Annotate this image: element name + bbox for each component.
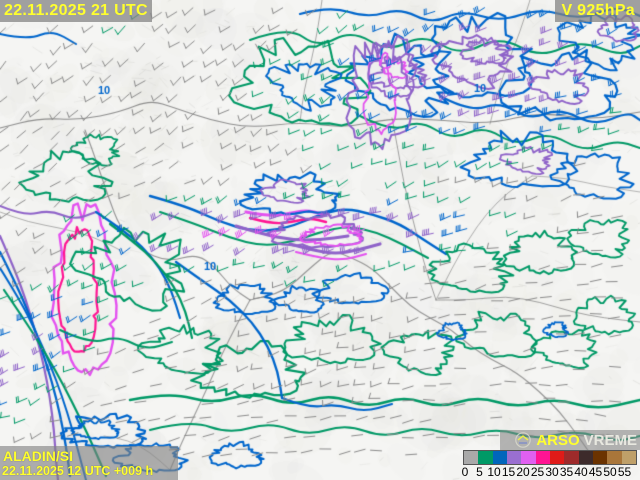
valid-time-label: 22.11.2025 21 UTC [4,2,148,19]
colorbar-band-0 [464,451,479,464]
colorbar-band-25 [535,451,550,464]
brand-name-secondary: VREME [583,431,637,449]
colorbar-tick-20: 20 [516,465,530,479]
colorbar-band-35 [564,451,579,464]
wind-speed-colorbar: 0 5 10 15 20 25 30 35 40 45 50 55 [461,450,640,480]
colorbar-band-55 [621,451,636,464]
colorbar-band-20 [521,451,536,464]
colorbar-tick-30: 30 [545,465,559,479]
model-name-label: ALADIN/SI [3,448,73,464]
colorbar-band-50 [607,451,622,464]
colorbar-tick-0: 0 [461,465,469,479]
colorbar-band-5 [478,451,493,464]
field-label-banner: V 925hPa [555,0,640,22]
colorbar-swatches [463,450,637,465]
colorbar-tick-50: 50 [603,465,617,479]
colorbar-tick-55: 55 [617,465,632,479]
model-info-panel [0,446,178,480]
colorbar-tick-40: 40 [574,465,588,479]
colorbar-band-30 [549,451,565,464]
brand-bar: ARSO VREME [500,430,640,450]
model-run-label: 22.11.2025 12 UTC +009 h [2,463,154,478]
brand-name-primary: ARSO [536,431,580,449]
field-label: V 925hPa [561,2,635,19]
colorbar-tick-labels: 0 5 10 15 20 25 30 35 40 45 50 55 [461,465,640,480]
colorbar-band-10 [492,451,507,464]
colorbar-tick-5: 5 [476,465,483,479]
colorbar-band-45 [592,451,608,464]
colorbar-tick-25: 25 [530,465,545,479]
colorbar-band-40 [578,451,593,464]
colorbar-band-15 [506,451,522,464]
colorbar-tick-35: 35 [559,465,574,479]
colorbar-tick-15: 15 [501,465,516,479]
valid-time-banner: 22.11.2025 21 UTC [0,0,152,22]
arso-sun-logo-icon [515,432,532,448]
colorbar-tick-10: 10 [487,465,501,479]
colorbar-tick-45: 45 [588,465,603,479]
